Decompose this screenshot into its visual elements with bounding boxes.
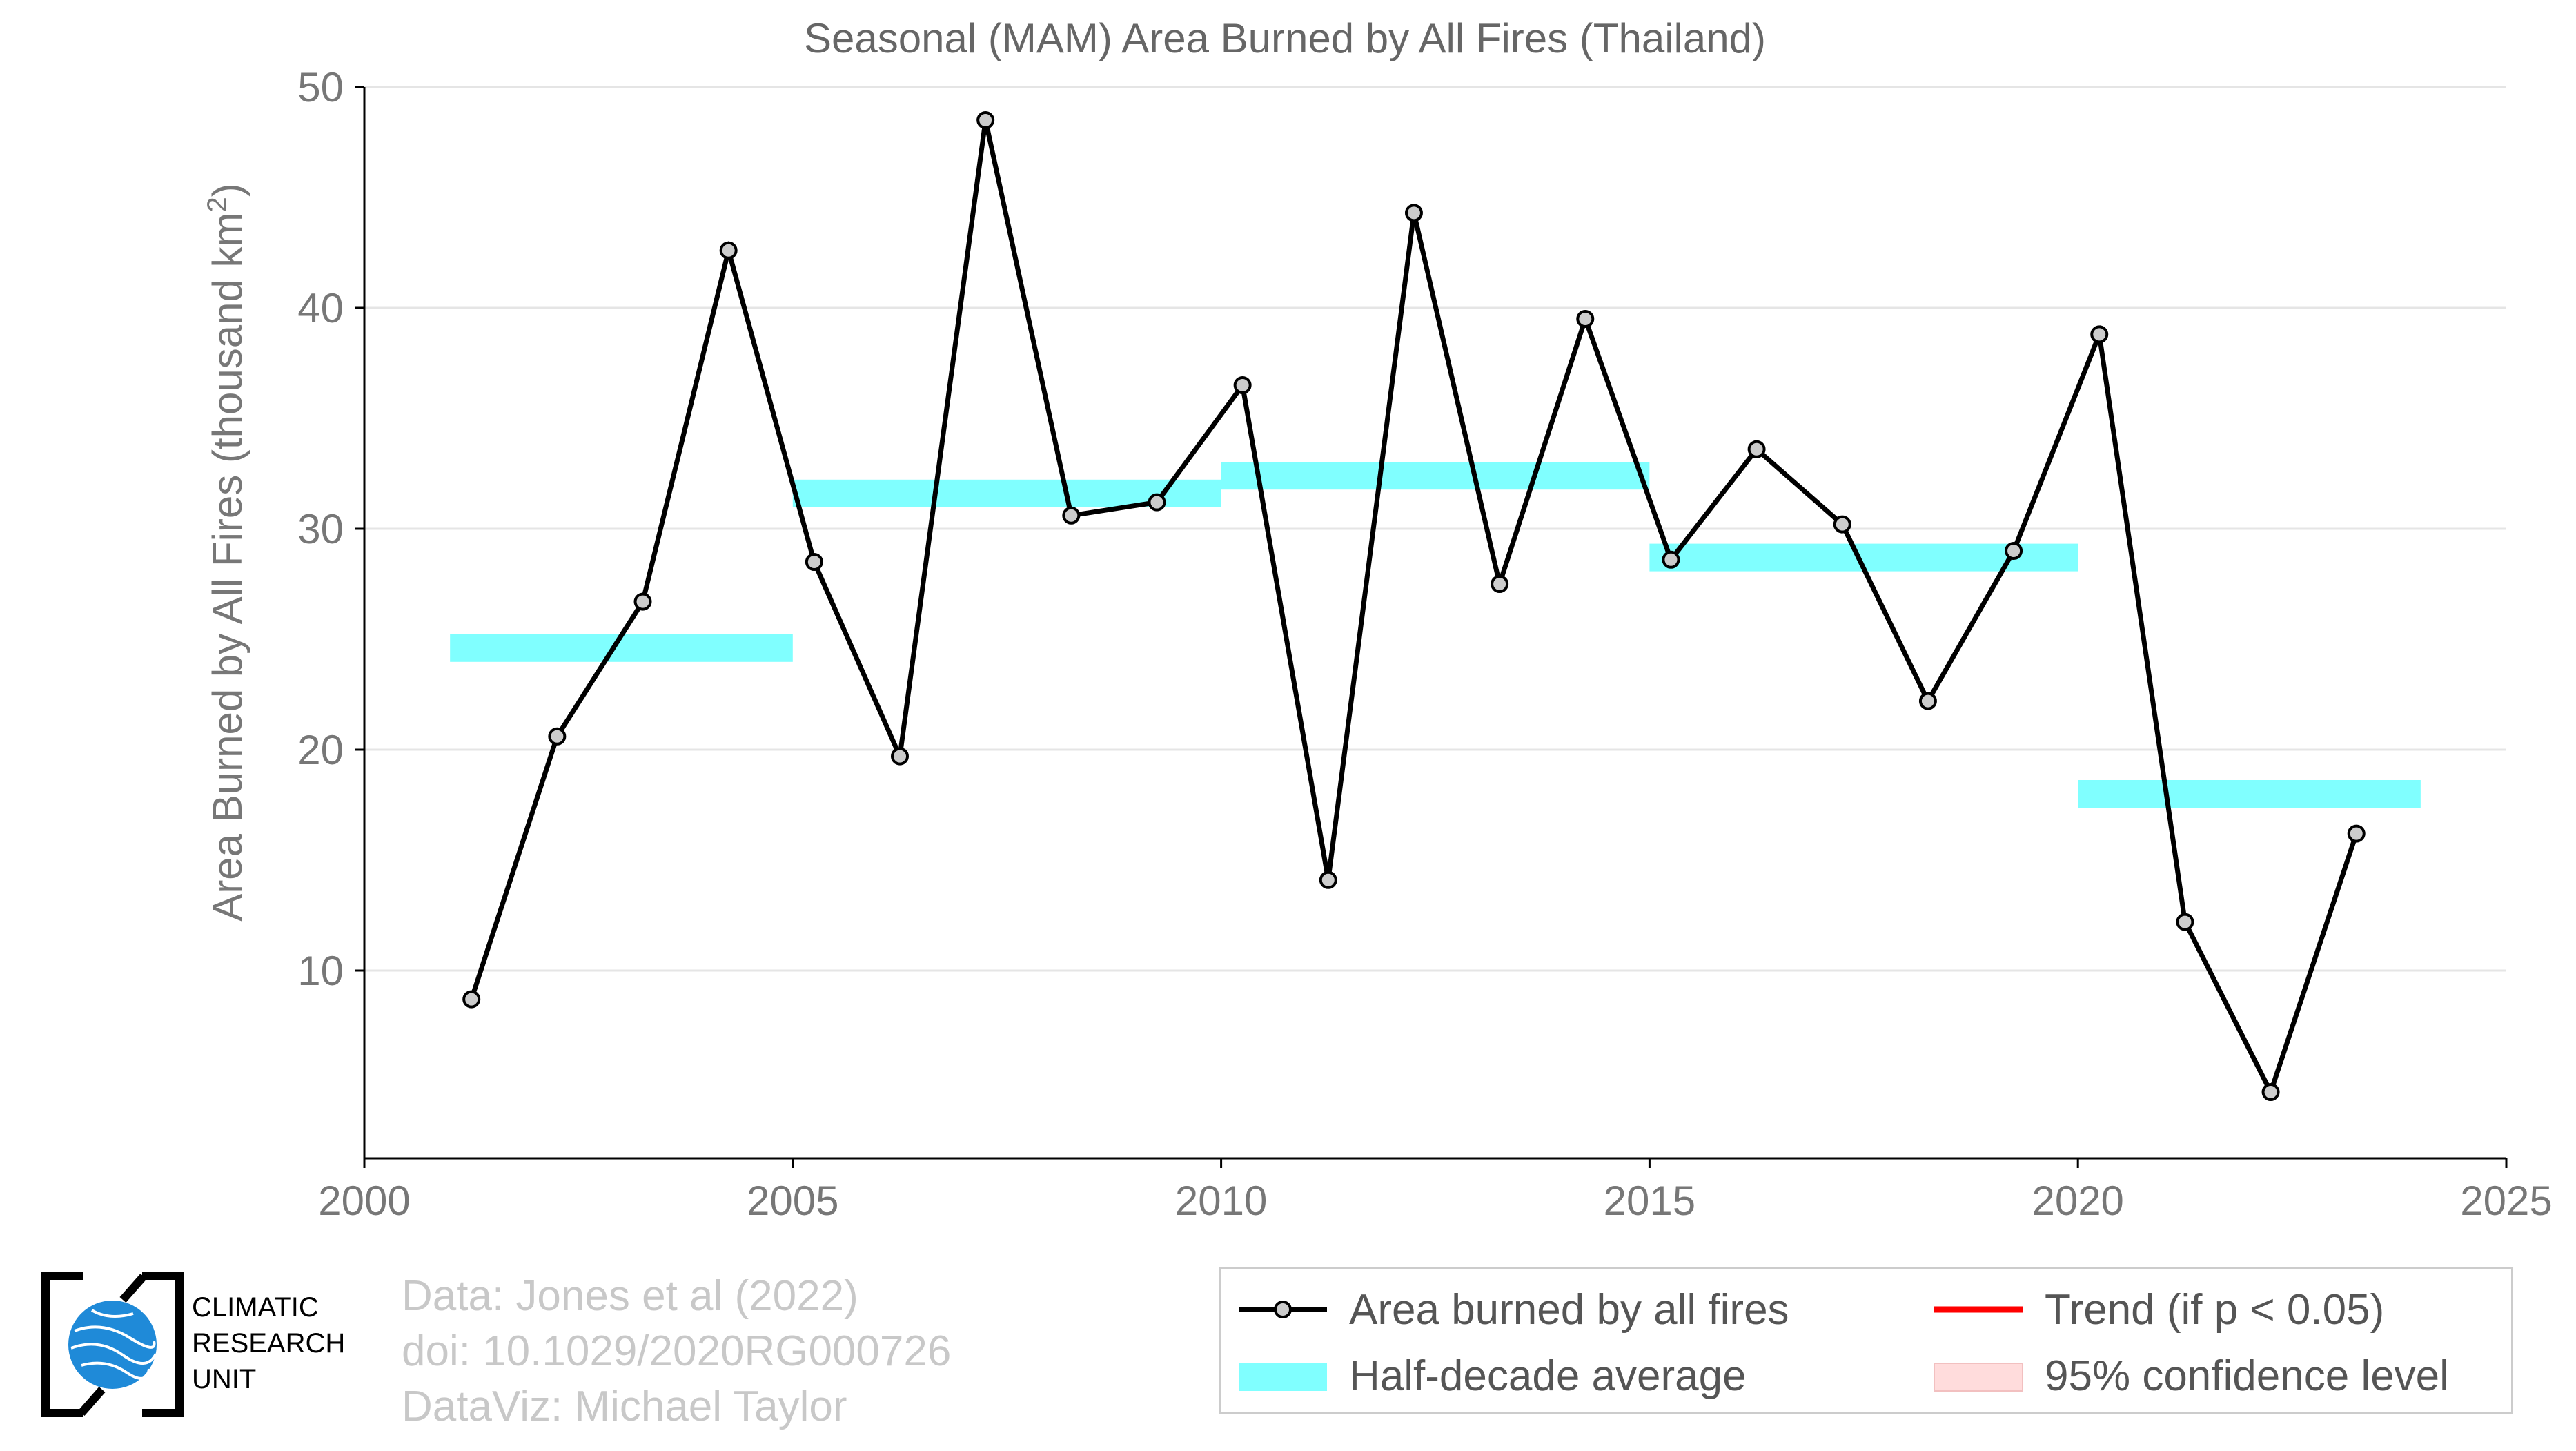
x-tick-label: 2000 <box>318 1178 410 1224</box>
legend: Area burned by all fires Trend (if p < 0… <box>1219 1267 2513 1414</box>
data-point <box>891 747 909 766</box>
y-tick-label: 30 <box>297 506 344 552</box>
credit-doi: doi: 10.1029/2020RG000726 <box>402 1327 952 1375</box>
data-point <box>2090 325 2109 344</box>
y-tick-label: 50 <box>297 64 344 110</box>
legend-label: Trend (if p < 0.05) <box>2045 1285 2385 1334</box>
x-tick-label: 2020 <box>2032 1178 2123 1224</box>
half-decade-average-bar <box>2078 780 2421 808</box>
data-point <box>548 727 567 746</box>
legend-patch-icon <box>1236 1348 1330 1403</box>
y-tick-label: 10 <box>297 948 344 994</box>
data-point <box>1062 506 1081 525</box>
data-point <box>2261 1083 2280 1101</box>
half-decade-average-bars <box>450 462 2421 808</box>
data-point <box>2347 824 2366 843</box>
logo-line-1: CLIMATIC <box>192 1292 319 1323</box>
credit-data: Data: Jones et al (2022) <box>402 1272 858 1320</box>
data-point <box>633 592 652 611</box>
data-point <box>719 241 738 260</box>
legend-label: Half-decade average <box>1349 1352 1747 1400</box>
legend-item-trend: Trend (if p < 0.05) <box>1931 1282 2384 1337</box>
x-tick-label: 2010 <box>1175 1178 1267 1224</box>
area-burned-line <box>469 119 2359 1099</box>
data-point <box>1576 310 1595 328</box>
credit-dataviz: DataViz: Michael Taylor <box>402 1383 847 1430</box>
data-point <box>805 553 823 571</box>
data-point <box>1747 440 1766 458</box>
data-point <box>2005 542 2023 560</box>
y-tick-label: 20 <box>297 727 344 773</box>
data-point <box>1233 376 1252 394</box>
data-point <box>1833 515 1851 534</box>
x-tick-label: 2015 <box>1604 1178 1695 1224</box>
legend-item-area-burned: Area burned by all fires <box>1236 1282 1789 1337</box>
chart-title: Seasonal (MAM) Area Burned by All Fires … <box>804 15 1766 61</box>
legend-label: Area burned by all fires <box>1349 1285 1789 1334</box>
y-axis-label-main: Area Burned by All Fires (thousand km <box>204 213 250 922</box>
legend-item-half-decade: Half-decade average <box>1236 1348 1747 1403</box>
chart-area: 2000 2005 2010 2015 2020 2025 10 20 30 40 50 Seas… <box>202 15 2553 1224</box>
legend-item-confidence: 95% confidence level <box>1931 1348 2449 1403</box>
y-tick-labels: 10 20 30 40 50 <box>297 64 344 994</box>
legend-line-icon <box>1931 1282 2025 1337</box>
axes <box>355 86 2508 1168</box>
globe-icon <box>41 1272 184 1417</box>
data-point <box>2176 913 2194 931</box>
data-point <box>1662 550 1680 569</box>
x-tick-label: 2005 <box>747 1178 838 1224</box>
data-point <box>462 990 481 1009</box>
logo-line-3: UNIT <box>192 1364 257 1394</box>
data-point <box>1491 575 1509 593</box>
cru-logo <box>40 1272 185 1417</box>
credits: Data: Jones et al (2022) doi: 10.1029/20… <box>402 1269 951 1434</box>
y-axis-label: Area Burned by All Fires (thousand km2) <box>202 183 250 921</box>
cru-logo-text: CLIMATIC RESEARCH UNIT <box>192 1289 345 1397</box>
y-axis-label-sup: 2 <box>202 197 233 212</box>
data-point <box>976 111 995 129</box>
logo-line-2: RESEARCH <box>192 1328 346 1359</box>
data-point <box>1148 493 1166 512</box>
legend-line-marker-icon <box>1236 1282 1330 1337</box>
x-tick-labels: 2000 2005 2010 2015 2020 2025 <box>318 1178 2552 1224</box>
data-point <box>1918 692 1937 710</box>
x-tick-label: 2025 <box>2460 1178 2552 1224</box>
y-axis-label-close: ) <box>204 183 250 197</box>
data-points <box>462 111 2366 1101</box>
y-tick-label: 40 <box>297 285 344 331</box>
legend-label: 95% confidence level <box>2045 1352 2449 1400</box>
legend-patch-icon <box>1931 1348 2025 1403</box>
data-point <box>1404 204 1423 222</box>
half-decade-average-bar <box>1221 462 1650 490</box>
grid-lines <box>364 86 2506 972</box>
data-point <box>1319 870 1337 889</box>
